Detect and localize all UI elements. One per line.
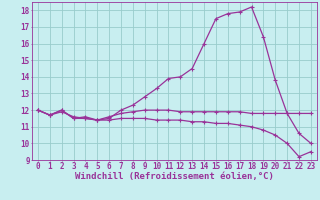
X-axis label: Windchill (Refroidissement éolien,°C): Windchill (Refroidissement éolien,°C) [75, 172, 274, 181]
